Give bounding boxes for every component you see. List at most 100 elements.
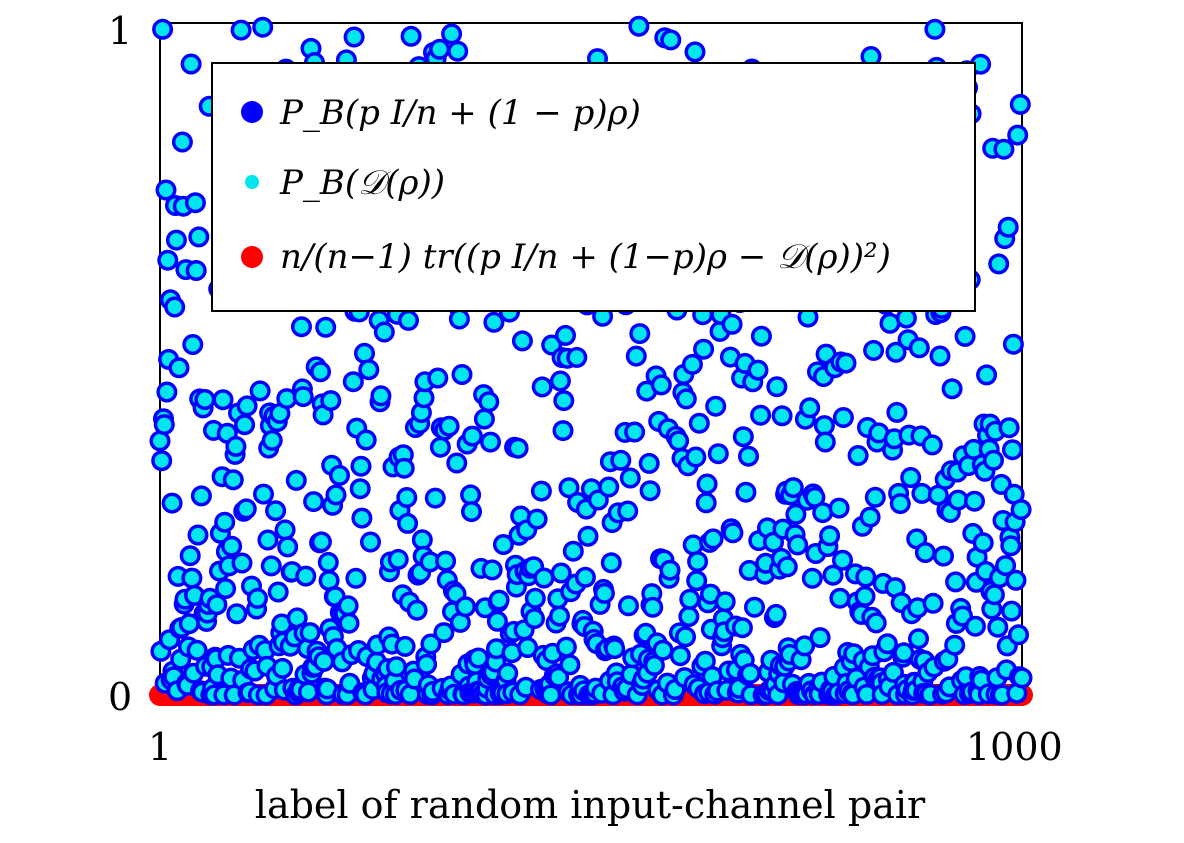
cyan-point [463,487,478,502]
cyan-point [686,537,701,552]
cyan-point [294,319,309,334]
cyan-point [896,645,911,660]
cyan-point [341,598,356,613]
cyan-point [397,461,412,476]
cyan-point [537,571,551,585]
cyan-point [188,195,203,210]
cyan-point [556,423,570,438]
cyan-point [864,49,878,64]
legend-entry-2: P_B(𝒟(ρ)) [245,163,445,203]
cyan-point [464,504,479,519]
cyan-point [899,311,914,326]
cyan-point [889,345,903,360]
cyan-point [160,253,175,268]
cyan-point [1003,538,1018,553]
cyan-point [260,533,275,547]
cyan-point [604,555,619,570]
cyan-point [909,531,924,546]
cyan-point [485,562,500,577]
cyan-point [623,471,638,485]
cyan-point [815,505,830,520]
cyan-point [452,312,467,326]
cyan-point [970,550,985,565]
cyan-point [450,44,465,59]
cyan-point [373,388,388,403]
cyan-point [887,431,902,446]
cyan-point [1009,686,1024,701]
cyan-point [428,491,443,506]
cyan-point [430,371,445,385]
cyan-point [528,591,543,606]
cyan-point [401,313,416,328]
cyan-point [1014,502,1029,517]
cyan-point [883,316,897,331]
cyan-point [157,417,172,432]
cyan-point [627,425,642,439]
cyan-point [513,509,528,523]
cyan-point [558,328,573,343]
legend: P_B(p I/n + (1 − p)ρ) P_B(𝒟(ρ)) n/(n−1) … [211,62,976,312]
cyan-point [483,435,498,450]
cyan-point [931,488,946,503]
cyan-point [698,654,713,669]
cyan-point [1004,604,1019,619]
cyan-point [320,681,335,696]
cyan-point [775,408,790,423]
cyan-point [511,441,526,456]
cyan-point [489,641,504,656]
legend-entry-3: n/(n−1) tr((p I/n + (1−p)ρ − 𝒟(ρ))²) [241,237,891,277]
cyan-point [520,640,535,655]
legend-box [211,62,976,312]
cyan-point [1010,128,1025,143]
cyan-point [700,477,715,491]
cyan-point [951,493,966,508]
cyan-point [654,377,669,392]
cyan-point [556,393,571,408]
cyan-point [976,535,991,550]
cyan-point [500,666,515,681]
cyan-point [998,558,1013,573]
cyan-point [235,556,249,570]
cyan-point [966,442,981,457]
cyan-point [304,41,318,56]
cyan-point [990,620,1005,635]
cyan-point [353,481,368,496]
cyan-point [835,553,850,568]
cyan-point [423,637,438,651]
cyan-point [298,569,313,584]
legend-entry-1: P_B(p I/n + (1 − p)ρ) [241,93,641,133]
cyan-point [940,652,955,667]
cyan-point [218,581,233,596]
cyan-point [797,638,812,653]
cyan-point [403,687,418,702]
cyan-point [671,433,686,448]
cyan-point [632,326,647,341]
cyan-point [818,435,833,449]
cyan-point [191,528,205,542]
cyan-point [433,440,448,455]
cyan-point [271,585,286,599]
cyan-point [187,588,202,603]
cyan-point [318,320,333,335]
cyan-point [185,337,200,352]
cyan-point [886,665,901,680]
cyan-point [947,638,962,653]
cyan-point [458,599,473,614]
cyan-point [449,456,464,470]
legend-marker-2 [245,175,259,189]
cyan-point [747,600,762,615]
legend-marker-1 [241,101,263,123]
cyan-point [348,571,363,586]
cyan-point [958,329,973,344]
cyan-point [788,507,803,522]
cyan-point [644,586,659,601]
cyan-point [316,407,331,422]
cyan-point [859,687,874,702]
cyan-point [927,22,942,37]
cyan-point [647,658,662,673]
cyan-point [391,552,406,567]
cyan-point [321,555,336,570]
cyan-point [679,391,694,406]
cyan-point [1002,420,1017,435]
cyan-point [741,449,756,464]
